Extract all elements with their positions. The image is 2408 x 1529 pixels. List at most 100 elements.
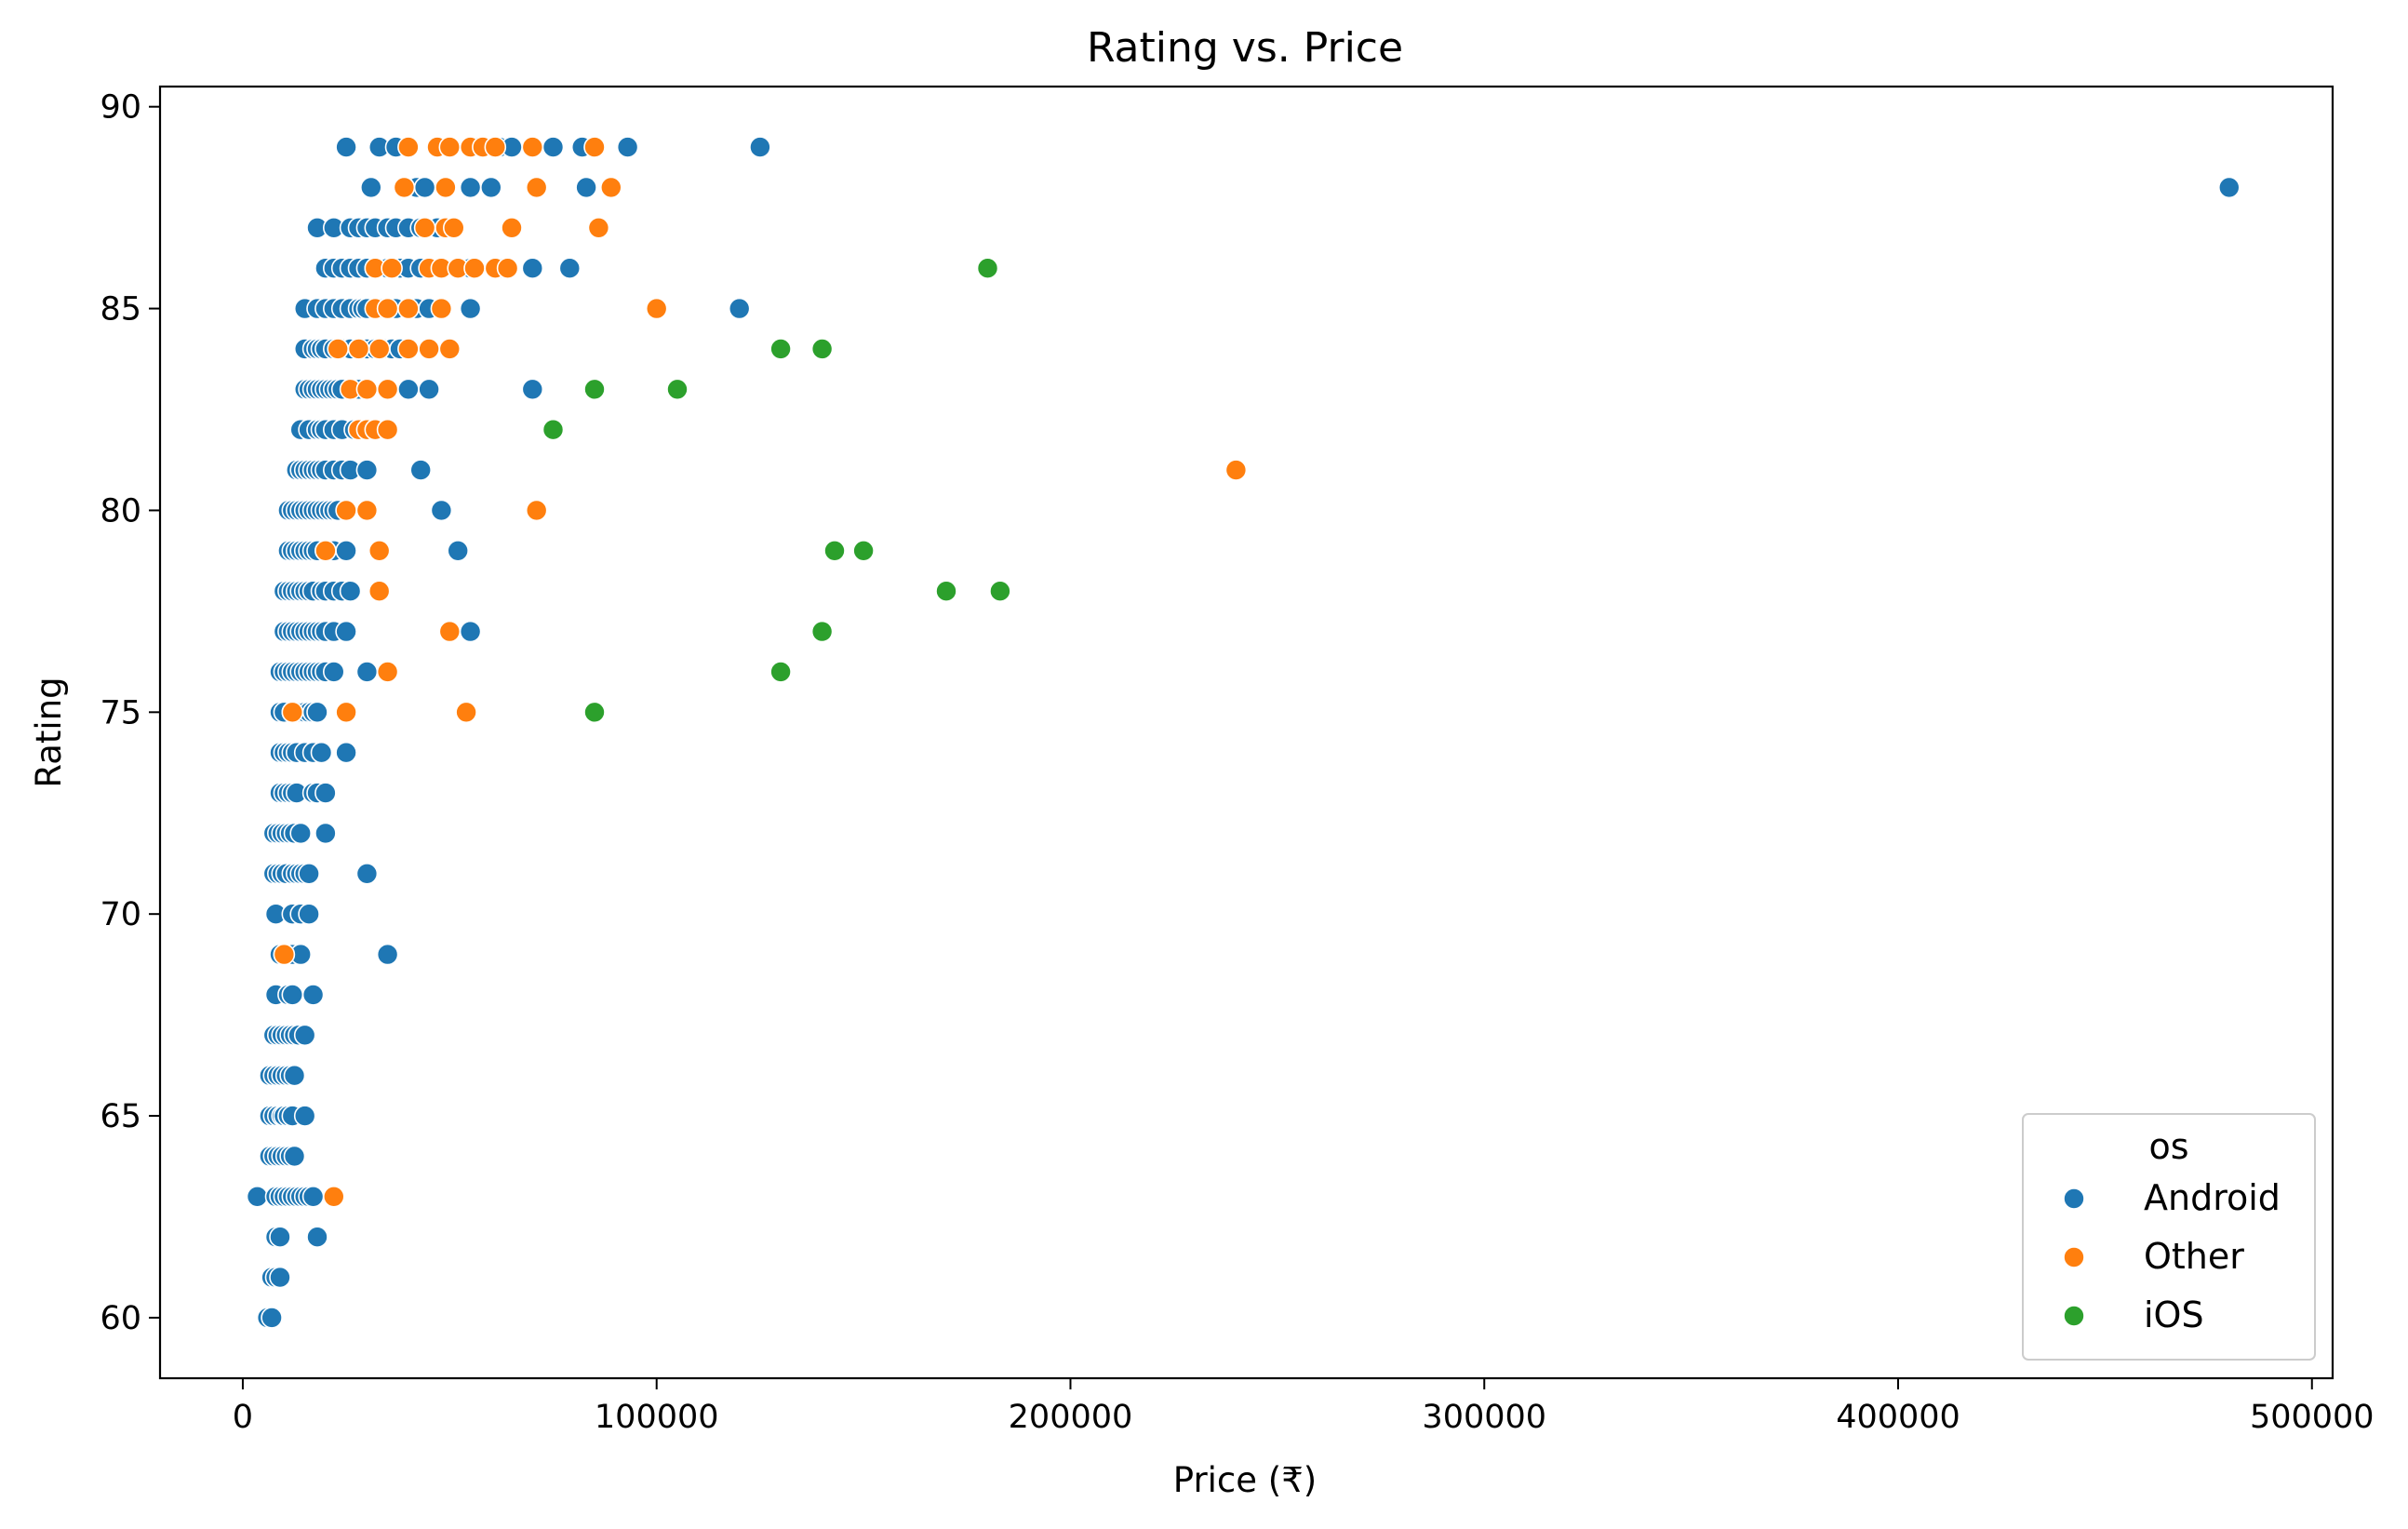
point-android [413,176,436,199]
point-android [314,782,337,804]
legend-items: Android Other iOS [2063,1177,2281,1335]
point-android [301,1186,325,1208]
legend-marker-android [2063,1187,2085,1210]
point-other [525,499,548,522]
y-tick-label: 70 [100,896,141,933]
point-other [355,378,379,401]
point-android [409,459,433,481]
x-tick-label: 500000 [2250,1399,2375,1436]
point-other [355,499,379,522]
legend-marker-ios [2063,1305,2085,1327]
point-other [381,257,403,280]
legend-box [2022,1113,2316,1361]
point-android [418,378,440,401]
point-android [289,822,313,845]
point-android [447,539,470,562]
x-tick-label: 0 [233,1399,253,1436]
point-android [355,661,379,683]
y-tick-label: 65 [100,1098,141,1135]
point-other [435,176,457,199]
legend-label-ios: iOS [2144,1294,2204,1335]
point-other [397,136,420,158]
point-ios [542,418,565,441]
point-other [645,297,668,320]
point-android [310,741,333,764]
point-android [728,297,751,320]
point-other [327,338,350,360]
point-android [293,1105,316,1127]
point-other [393,176,416,199]
point-android [306,701,328,724]
point-android [306,1226,328,1248]
point-android [575,176,597,199]
point-other [430,297,453,320]
point-other [314,539,337,562]
point-other [521,136,544,158]
point-other [376,297,399,320]
point-android [459,620,482,643]
point-android [376,943,399,966]
x-tick-label: 100000 [595,1399,719,1436]
point-android [558,257,582,280]
point-other [335,701,357,724]
point-android [479,176,502,199]
point-other [583,136,606,158]
data-points [246,136,2241,1329]
point-android [521,257,544,280]
point-android [459,297,482,320]
legend-marker-other [2063,1246,2085,1268]
chart-title: Rating vs. Price [1087,24,1403,72]
point-other [376,661,399,683]
point-android [314,822,337,845]
point-other [418,338,440,360]
point-other [322,1186,345,1208]
point-android [359,176,382,199]
point-ios [823,539,846,562]
legend-label-other: Other [2144,1236,2244,1277]
point-other [376,418,399,441]
point-other [347,338,370,360]
legend-label-android: Android [2144,1177,2281,1218]
point-android [616,136,639,158]
point-android [335,539,357,562]
point-android [430,499,453,522]
point-android [355,459,379,481]
point-other [1224,459,1248,481]
point-other [368,338,391,360]
point-android [749,136,771,158]
point-ios [976,257,999,280]
point-android [298,862,320,885]
point-other [587,217,610,239]
point-android [301,984,325,1006]
point-other [463,257,486,280]
legend: os Android Other iOS [2022,1113,2316,1361]
point-other [484,136,507,158]
point-android [542,136,565,158]
point-other [599,176,622,199]
point-ios [583,378,606,401]
point-android [459,176,482,199]
point-other [438,338,462,360]
axis-ticks: 0 100000 200000 300000 400000 500000 60 65 70 75 8… [100,89,2374,1436]
point-other [413,217,436,239]
point-other [368,539,391,562]
point-android [281,984,304,1006]
point-other [368,580,391,603]
point-android [335,136,357,158]
point-other [525,176,548,199]
point-other [376,378,399,401]
point-other [438,620,462,643]
point-ios [810,338,834,360]
point-ios [810,620,834,643]
point-android [355,862,379,885]
point-android [261,1307,283,1329]
point-android [322,661,345,683]
y-tick-label: 90 [100,89,141,127]
y-tick-label: 60 [100,1300,141,1337]
point-android [335,741,357,764]
point-other [501,217,523,239]
y-tick-label: 75 [100,694,141,731]
plot-area-frame [158,85,2334,1380]
